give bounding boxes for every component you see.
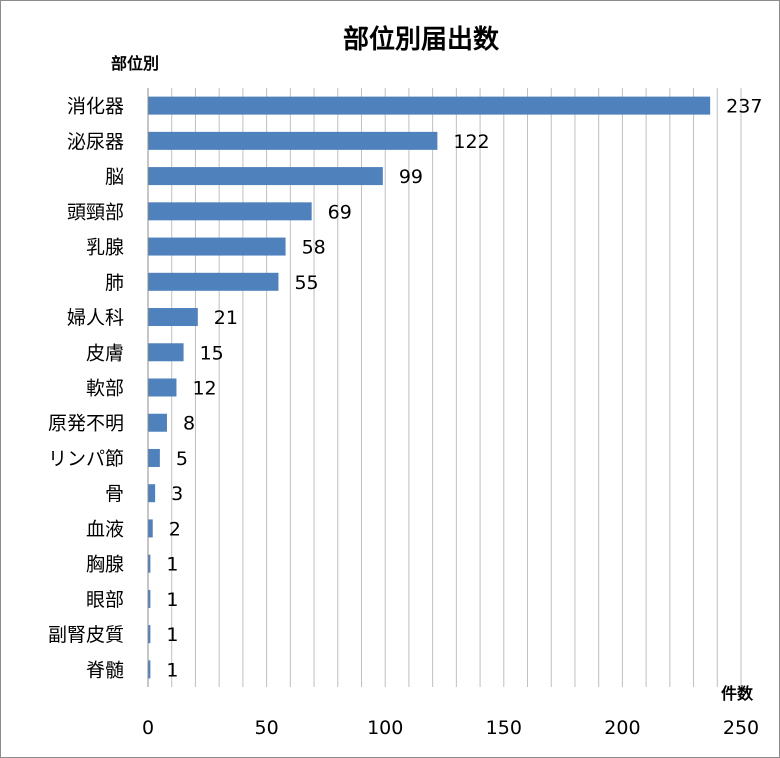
bar xyxy=(148,519,153,538)
x-tick-label: 50 xyxy=(255,717,279,739)
bar xyxy=(148,343,184,362)
bar xyxy=(148,131,438,150)
data-label: 55 xyxy=(294,272,318,294)
category-label: 骨 xyxy=(105,483,124,505)
category-label: 血液 xyxy=(86,518,124,540)
data-label: 3 xyxy=(171,483,183,505)
category-label: 乳腺 xyxy=(86,237,124,259)
data-label: 1 xyxy=(166,554,178,576)
x-tick-label: 200 xyxy=(604,717,640,739)
bars xyxy=(148,96,711,679)
x-tick-label: 100 xyxy=(367,717,403,739)
bar xyxy=(148,272,279,291)
data-label: 237 xyxy=(726,96,762,118)
x-tick-label: 0 xyxy=(142,717,154,739)
data-label: 1 xyxy=(166,659,178,681)
bar xyxy=(148,96,711,115)
data-label: 8 xyxy=(183,413,195,435)
data-label: 99 xyxy=(399,166,423,188)
bar xyxy=(148,589,151,608)
category-label: 眼部 xyxy=(86,589,124,611)
category-label: 胸腺 xyxy=(86,554,124,576)
data-label: 1 xyxy=(166,589,178,611)
bar xyxy=(148,554,151,573)
chart-title: 部位別届出数 xyxy=(343,24,500,55)
bar xyxy=(148,308,198,327)
bar xyxy=(148,237,286,256)
category-label: 脳 xyxy=(105,166,124,188)
x-tick-labels: 0 50 100 150 200 250 xyxy=(142,717,759,739)
category-label: 原発不明 xyxy=(48,413,124,435)
category-label: 副腎皮質 xyxy=(48,624,124,646)
category-label: 脊髄 xyxy=(86,659,124,681)
bar xyxy=(148,413,167,432)
category-label: 消化器 xyxy=(67,96,124,118)
data-label: 1 xyxy=(166,624,178,646)
data-label: 58 xyxy=(302,237,326,259)
data-label: 5 xyxy=(176,448,188,470)
data-label: 122 xyxy=(453,131,489,153)
data-label: 21 xyxy=(214,307,238,329)
x-tick-label: 150 xyxy=(486,717,522,739)
x-tick-label: 250 xyxy=(723,717,759,739)
category-label: 肺 xyxy=(105,272,124,294)
bar xyxy=(148,484,156,503)
data-label: 12 xyxy=(192,378,216,400)
category-label: 軟部 xyxy=(86,378,124,400)
bar xyxy=(148,625,151,644)
x-axis-title: 件数 xyxy=(721,684,754,703)
y-axis-title: 部位別 xyxy=(111,54,159,73)
category-label: 泌尿器 xyxy=(67,131,124,153)
data-label: 15 xyxy=(200,342,224,364)
data-label: 69 xyxy=(328,201,352,223)
gridlines xyxy=(171,88,742,687)
bar xyxy=(148,660,151,679)
data-label: 2 xyxy=(169,518,181,540)
category-label: 頭頸部 xyxy=(67,201,124,223)
category-labels: 消化器泌尿器脳頭頸部乳腺肺婦人科皮膚軟部原発不明リンパ節骨血液胸腺眼部副腎皮質脊… xyxy=(48,96,124,682)
category-label: 婦人科 xyxy=(67,307,124,329)
bar xyxy=(148,448,160,467)
bar xyxy=(148,167,383,186)
category-label: 皮膚 xyxy=(86,342,124,364)
bar xyxy=(148,378,177,397)
bar xyxy=(148,202,312,221)
category-label: リンパ節 xyxy=(48,448,124,470)
